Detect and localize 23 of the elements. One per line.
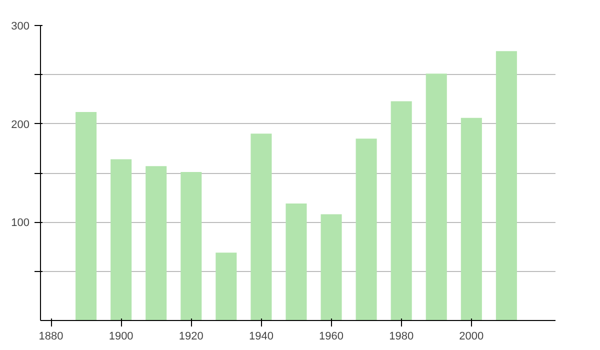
y-tick-label: 200 (11, 118, 30, 131)
bar (76, 112, 97, 320)
x-tick-label: 1920 (178, 330, 204, 342)
bar (356, 138, 377, 320)
bar (286, 203, 307, 320)
bar (390, 101, 412, 320)
y-tick-label: 100 (11, 217, 30, 230)
bar (250, 134, 272, 320)
x-tick-label: 1900 (108, 330, 134, 342)
bar (146, 166, 167, 320)
x-tick-label: 2000 (459, 330, 484, 342)
bar (110, 159, 132, 320)
x-tick-label: 1960 (319, 330, 344, 342)
x-tick-label: 1940 (248, 330, 274, 342)
bar (460, 118, 482, 320)
y-tick-label: 300 (11, 20, 30, 32)
x-tick-label: 1880 (38, 330, 64, 342)
bar (180, 172, 202, 320)
bar (426, 74, 447, 320)
bar (496, 51, 517, 320)
bar (216, 252, 237, 320)
x-tick-label: 1980 (389, 330, 414, 342)
bar (320, 214, 342, 320)
